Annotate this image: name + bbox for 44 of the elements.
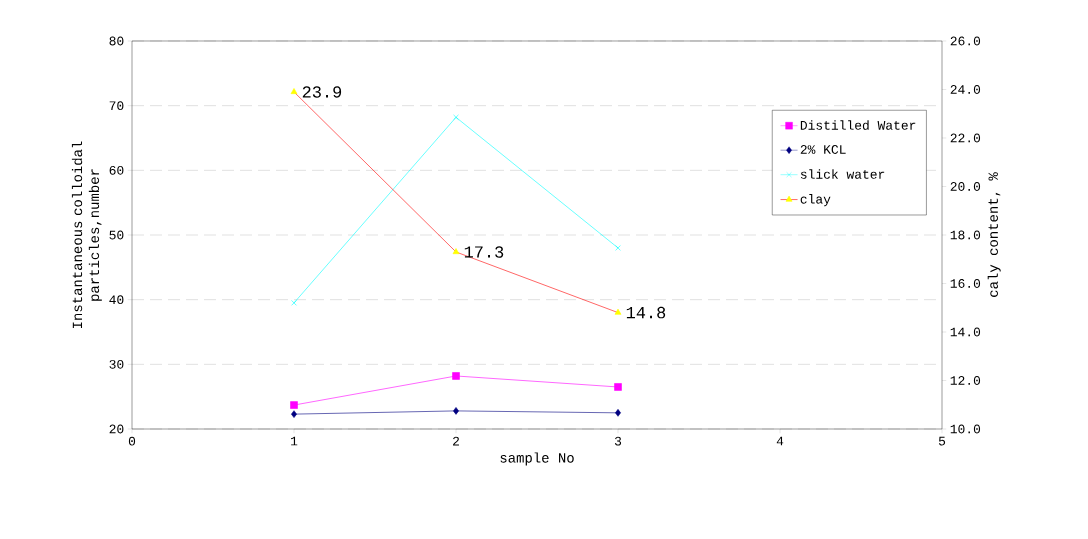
- point: [290, 401, 298, 409]
- point: [452, 372, 460, 380]
- point: [615, 245, 621, 251]
- x-tick-label: 4: [776, 436, 784, 446]
- y-axis-title: Instantaneous colloidal particles,number: [71, 141, 102, 329]
- y2-tick-label: 12.0: [950, 376, 981, 385]
- y-tick-label: 60: [109, 165, 124, 175]
- y2-tick-label: 18.0: [950, 230, 981, 240]
- x-tick-label: 2: [453, 436, 459, 446]
- y2-tick-label: 20.0: [950, 182, 981, 191]
- x-axis-title: sample No: [500, 452, 574, 466]
- point: [291, 410, 297, 418]
- point: [615, 409, 621, 417]
- x-tick-label: 1: [291, 436, 298, 446]
- legend-label: Distilled Water: [800, 120, 916, 130]
- data-label: 17.3: [464, 246, 504, 258]
- point: [453, 407, 459, 415]
- legend-label: slick water: [800, 169, 885, 179]
- y-tick-label: 80: [109, 36, 124, 46]
- y2-tick-label: 24.0: [950, 85, 981, 94]
- y2-tick-label: 26.0: [950, 36, 981, 46]
- y2-tick-label: 16.0: [950, 279, 981, 288]
- point: [453, 114, 459, 121]
- y-tick-label: 20: [109, 424, 124, 434]
- data-label: 14.8: [626, 306, 666, 319]
- y-tick-label: 70: [109, 101, 124, 111]
- legend-label: clay: [800, 194, 831, 207]
- point: [614, 308, 622, 315]
- data-label: 23.9: [302, 86, 342, 98]
- y-tick-label: 40: [109, 295, 124, 305]
- point: [290, 88, 298, 94]
- x-tick-label: 5: [938, 436, 946, 446]
- point: [614, 383, 622, 391]
- point: [452, 248, 460, 255]
- x-tick-label: 3: [614, 436, 622, 446]
- legend-label: 2% KCL: [800, 145, 846, 154]
- y2-axis-title: caly content, %: [987, 172, 1001, 297]
- y2-tick-label: 22.0: [950, 133, 981, 143]
- point: [291, 300, 297, 306]
- y2-tick-label: 10.0: [950, 424, 981, 434]
- y-tick-label: 50: [109, 230, 124, 240]
- y-tick-label: 30: [109, 359, 124, 369]
- x-tick-label: 0: [128, 436, 136, 446]
- y2-tick-label: 14.0: [950, 327, 981, 337]
